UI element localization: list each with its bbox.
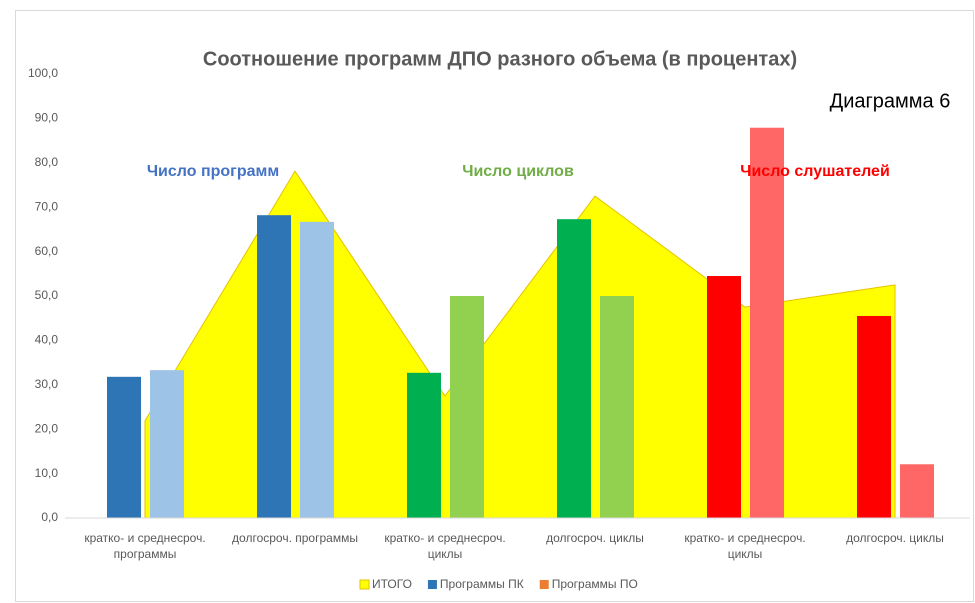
x-tick-label: долгосроч. циклы xyxy=(846,531,944,545)
legend-label: Программы ПО xyxy=(552,577,638,591)
y-tick-label: 80,0 xyxy=(35,155,59,169)
y-tick-label: 10,0 xyxy=(35,466,59,480)
bar xyxy=(857,315,891,518)
x-tick-label: кратко- и среднесроч. программы xyxy=(84,531,206,561)
x-tick-label: долгосроч. циклы xyxy=(546,531,644,545)
annotation: Число циклов xyxy=(462,163,574,180)
y-tick-label: 70,0 xyxy=(35,199,59,213)
bar xyxy=(900,464,934,518)
annotation: Число слушателей xyxy=(740,163,890,180)
y-tick-label: 0,0 xyxy=(41,510,58,524)
x-tick-label: кратко- и среднесроч. циклы xyxy=(384,531,506,561)
bar xyxy=(407,372,441,518)
bar xyxy=(557,219,591,519)
bar xyxy=(257,215,291,518)
y-tick-label: 50,0 xyxy=(35,288,59,302)
y-tick-label: 90,0 xyxy=(35,111,59,125)
annotation: Число программ xyxy=(147,163,279,180)
annotation: Диаграмма 6 xyxy=(830,90,951,112)
y-tick-label: 30,0 xyxy=(35,377,59,391)
bar xyxy=(300,221,334,519)
bar xyxy=(707,276,741,518)
bar xyxy=(450,296,484,518)
x-tick-label: кратко- и среднесроч. циклы xyxy=(684,531,806,561)
bar xyxy=(150,370,184,518)
bar xyxy=(600,296,634,518)
chart-title: Соотношение программ ДПО разного объема … xyxy=(203,48,797,70)
legend-swatch xyxy=(539,580,549,589)
bar xyxy=(750,127,784,518)
y-tick-label: 100,0 xyxy=(28,66,58,80)
x-tick-label: долгосроч. программы xyxy=(232,531,358,545)
legend-label: ИТОГО xyxy=(372,577,412,591)
y-tick-label: 60,0 xyxy=(35,244,59,258)
legend-swatch xyxy=(359,579,370,590)
y-tick-label: 20,0 xyxy=(35,421,59,435)
bar xyxy=(107,376,141,518)
y-tick-label: 40,0 xyxy=(35,333,59,347)
legend-label: Программы ПК xyxy=(440,577,524,591)
legend-swatch xyxy=(427,580,437,589)
